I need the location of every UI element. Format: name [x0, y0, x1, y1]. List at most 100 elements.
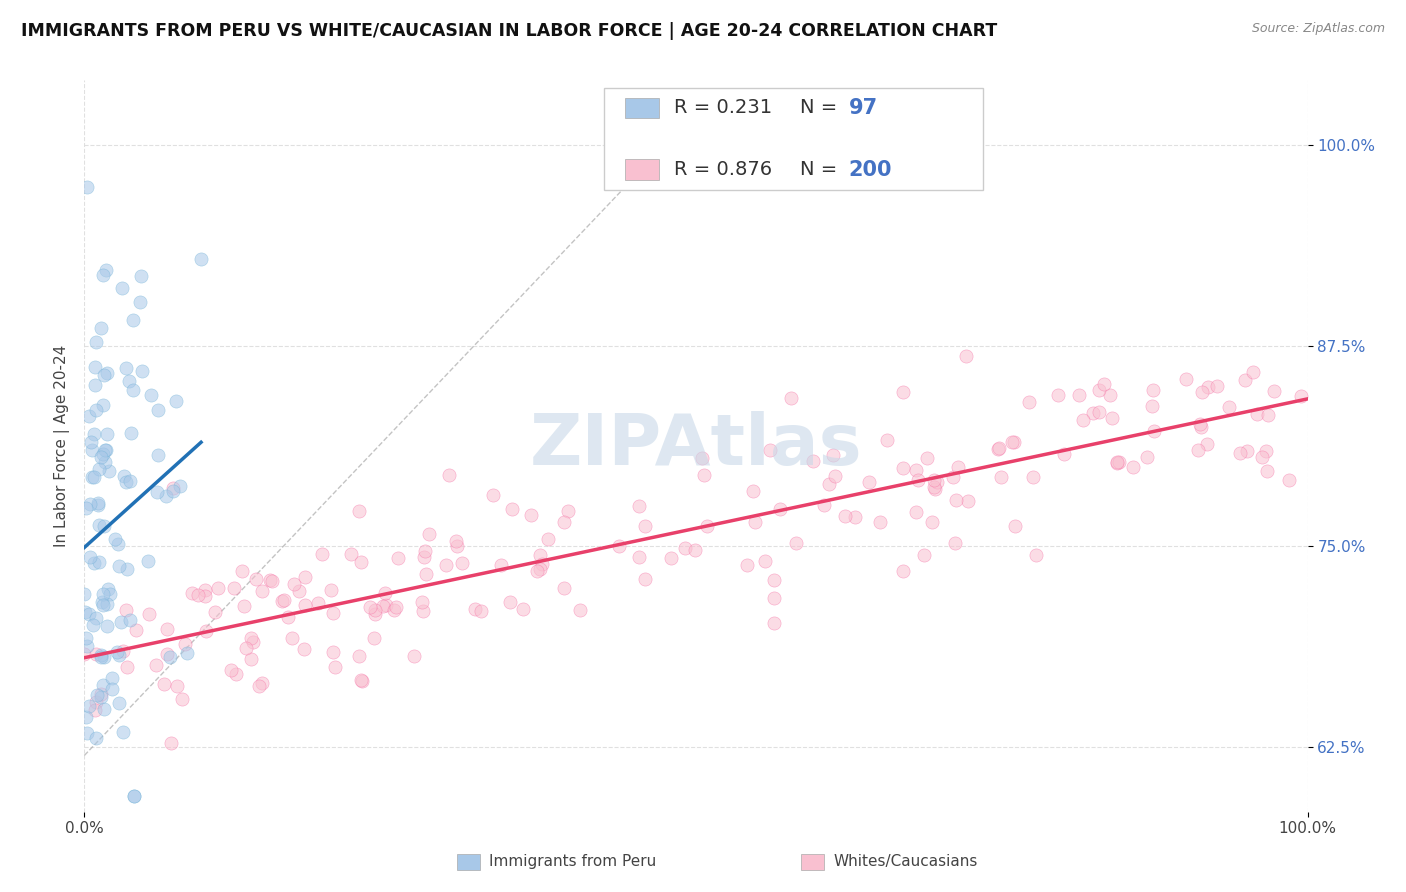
Point [1236, 443, 1258, 458]
Point [607, 539, 630, 553]
Point [89, 688, 111, 702]
Point [634, 572, 657, 586]
Point [129, 269, 152, 284]
Point [1142, 384, 1164, 398]
Point [94, 455, 117, 469]
Point [112, 643, 135, 657]
Point [93, 368, 115, 383]
Point [482, 488, 505, 502]
Point [956, 494, 979, 508]
Point [1140, 399, 1163, 413]
Point [120, 613, 142, 627]
Point [156, 647, 179, 661]
Point [146, 402, 169, 417]
Point [529, 562, 551, 576]
Point [754, 554, 776, 568]
Point [501, 502, 523, 516]
Point [107, 696, 129, 710]
Point [529, 548, 551, 562]
Point [375, 598, 398, 612]
Point [373, 599, 395, 613]
Point [1122, 460, 1144, 475]
Point [87, 555, 110, 569]
Point [526, 564, 548, 578]
Point [162, 484, 184, 499]
Point [813, 498, 835, 512]
Point [1081, 406, 1104, 420]
Point [844, 510, 866, 524]
Point [696, 519, 718, 533]
Point [1108, 455, 1130, 469]
Point [1046, 388, 1069, 402]
Point [1071, 413, 1094, 427]
Point [259, 573, 281, 587]
Point [82, 618, 104, 632]
Point [80, 435, 103, 450]
Point [75, 710, 97, 724]
Point [821, 449, 844, 463]
Point [219, 663, 242, 677]
Point [75, 631, 97, 645]
Point [262, 574, 284, 588]
Point [444, 533, 467, 548]
Point [1092, 376, 1115, 391]
Point [891, 564, 914, 578]
Point [204, 605, 226, 619]
Point [744, 515, 766, 529]
Point [84, 359, 107, 374]
Point [1254, 443, 1277, 458]
Point [139, 388, 162, 402]
Point [1251, 450, 1274, 464]
Point [627, 549, 650, 564]
Point [530, 557, 553, 571]
Point [943, 536, 966, 550]
Point [762, 574, 785, 588]
Point [869, 516, 891, 530]
Point [891, 384, 914, 399]
Point [413, 549, 436, 564]
Point [114, 603, 136, 617]
Point [96, 426, 118, 441]
Point [742, 483, 765, 498]
Point [1257, 408, 1279, 422]
Point [942, 469, 965, 483]
Point [281, 631, 304, 645]
Point [107, 537, 129, 551]
Point [83, 378, 105, 392]
Point [79, 549, 101, 564]
Point [91, 586, 114, 600]
Point [1088, 405, 1111, 419]
Text: Whites/Caucasians: Whites/Caucasians [834, 855, 979, 869]
Point [418, 527, 440, 541]
Point [235, 641, 257, 656]
Point [364, 607, 387, 622]
Point [114, 361, 136, 376]
Point [93, 649, 115, 664]
Point [537, 532, 560, 546]
Point [131, 364, 153, 378]
Point [231, 564, 253, 578]
Point [758, 442, 780, 457]
Point [73, 648, 96, 662]
Point [93, 442, 115, 457]
Point [1107, 457, 1129, 471]
Point [93, 519, 115, 533]
Point [785, 536, 807, 550]
Point [347, 648, 370, 663]
Point [136, 554, 159, 568]
Point [91, 678, 114, 692]
Point [659, 550, 682, 565]
Point [145, 658, 167, 673]
Point [77, 699, 100, 714]
Point [374, 586, 396, 600]
Point [108, 558, 131, 573]
Point [569, 603, 592, 617]
Point [233, 599, 256, 613]
Point [350, 555, 373, 569]
Point [84, 731, 107, 745]
Text: N =: N = [800, 98, 837, 118]
Point [1218, 401, 1240, 415]
Point [673, 541, 696, 556]
Point [1263, 384, 1285, 398]
Point [557, 504, 579, 518]
